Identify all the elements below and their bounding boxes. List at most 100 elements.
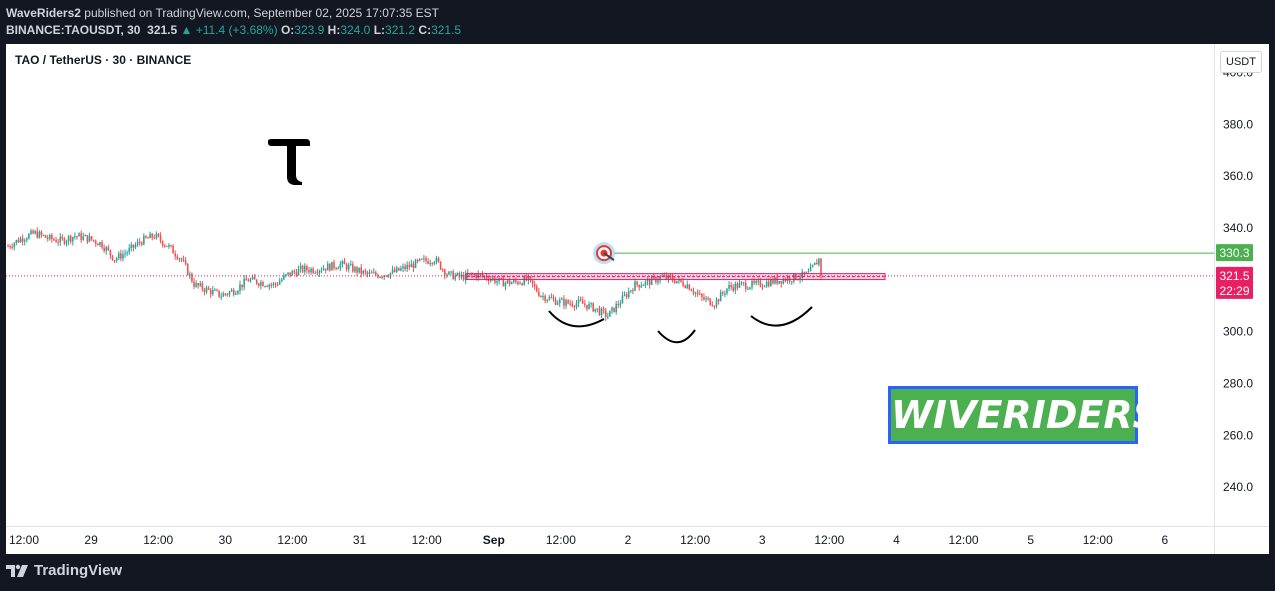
candle-body bbox=[393, 269, 396, 272]
candle-body bbox=[494, 278, 496, 283]
candle-body bbox=[473, 274, 475, 276]
candle-body bbox=[13, 243, 16, 248]
candle-body bbox=[362, 270, 365, 274]
candle-body bbox=[623, 294, 626, 296]
publisher-name[interactable]: WaveRiders2 bbox=[6, 6, 81, 20]
candle-body bbox=[398, 267, 400, 271]
candle-body bbox=[427, 260, 429, 264]
tradingview-footer[interactable]: TradingView bbox=[6, 562, 122, 579]
currency-button[interactable]: USDT bbox=[1220, 51, 1262, 73]
candle-body bbox=[15, 239, 18, 244]
candle-body bbox=[214, 289, 216, 291]
candle-body bbox=[157, 233, 160, 237]
candle-body bbox=[237, 291, 239, 294]
candle-body bbox=[665, 275, 668, 280]
candle-body bbox=[744, 282, 747, 290]
candle-body bbox=[295, 272, 298, 276]
candle-body bbox=[391, 269, 394, 273]
candle-body bbox=[147, 237, 149, 239]
candle-body bbox=[287, 272, 289, 275]
candle-body bbox=[659, 276, 661, 281]
time-tick-label: 3 bbox=[759, 533, 766, 547]
candle-body bbox=[448, 271, 450, 275]
candle-body bbox=[161, 241, 164, 246]
candle-body bbox=[592, 303, 594, 312]
candle-body bbox=[475, 274, 477, 278]
candle-body bbox=[596, 308, 599, 310]
candle-body bbox=[747, 288, 749, 290]
candle-body bbox=[32, 230, 34, 234]
candle-body bbox=[730, 285, 732, 288]
candle-body bbox=[163, 245, 166, 247]
time-tick-label: 12:00 bbox=[277, 533, 307, 547]
candle-body bbox=[642, 284, 645, 286]
time-tick-label: 12:00 bbox=[680, 533, 710, 547]
candle-body bbox=[11, 247, 13, 249]
candle-body bbox=[492, 278, 494, 280]
candle-body bbox=[109, 249, 112, 256]
candle-body bbox=[337, 268, 340, 270]
chart-frame[interactable]: 240.0260.0280.0300.0340.0360.0380.0400.0… bbox=[6, 44, 1269, 554]
open-value: 323.9 bbox=[294, 23, 325, 37]
candle-body bbox=[696, 292, 699, 294]
candle-body bbox=[519, 283, 521, 285]
candle-body bbox=[521, 283, 523, 285]
candle-body bbox=[772, 279, 774, 284]
candle-body bbox=[218, 290, 220, 297]
candle-body bbox=[28, 233, 30, 239]
candle-body bbox=[368, 272, 371, 274]
time-tick-label: 31 bbox=[353, 533, 367, 547]
candle-body bbox=[504, 282, 507, 287]
candle-body bbox=[481, 274, 484, 277]
candle-body bbox=[625, 294, 628, 298]
candle-body bbox=[195, 283, 197, 287]
candle-body bbox=[170, 245, 172, 247]
candle-body bbox=[627, 291, 630, 298]
candle-body bbox=[241, 284, 243, 288]
countdown-label: 22:29 bbox=[1219, 284, 1249, 298]
candle-body bbox=[82, 236, 85, 240]
candle-body bbox=[151, 233, 154, 238]
candle-body bbox=[375, 272, 377, 275]
candle-body bbox=[130, 244, 133, 248]
candle-body bbox=[790, 281, 793, 283]
chart-canvas[interactable]: 240.0260.0280.0300.0340.0360.0380.0400.0… bbox=[6, 44, 1269, 554]
candle-body bbox=[199, 283, 202, 286]
candle-body bbox=[598, 308, 601, 316]
candle-body bbox=[172, 245, 174, 254]
candle-body bbox=[682, 281, 684, 286]
chart-symbol-title[interactable]: TAO / TetherUS · 30 · BINANCE bbox=[15, 53, 192, 67]
candle-body bbox=[34, 231, 36, 234]
candle-body bbox=[38, 231, 41, 238]
candle-body bbox=[673, 280, 676, 283]
candle-body bbox=[209, 289, 212, 295]
candle-body bbox=[736, 283, 739, 288]
candle-body bbox=[270, 284, 273, 286]
candle-body bbox=[615, 304, 617, 312]
candle-body bbox=[216, 289, 218, 291]
candle-body bbox=[86, 235, 89, 242]
candle-body bbox=[360, 267, 363, 274]
candle-body bbox=[809, 266, 812, 272]
candle-body bbox=[607, 316, 609, 318]
candle-body bbox=[584, 303, 586, 305]
candle-body bbox=[563, 298, 565, 306]
candle-body bbox=[230, 289, 233, 292]
time-tick-label: 4 bbox=[893, 533, 900, 547]
target-price-label: 330.3 bbox=[1219, 246, 1249, 260]
candle-body bbox=[166, 245, 168, 247]
candle-body bbox=[485, 276, 488, 279]
candle-body bbox=[318, 270, 321, 274]
candle-body bbox=[314, 272, 317, 274]
candle-body bbox=[168, 245, 170, 247]
candle-body bbox=[99, 241, 101, 246]
candle-body bbox=[289, 272, 291, 276]
candle-body bbox=[763, 286, 766, 288]
price-tick-label: 360.0 bbox=[1223, 169, 1253, 183]
candle-body bbox=[245, 278, 248, 281]
candle-body bbox=[212, 289, 214, 295]
candle-body bbox=[721, 292, 724, 294]
candle-body bbox=[178, 258, 181, 260]
candle-body bbox=[414, 259, 417, 269]
candle-body bbox=[61, 236, 64, 239]
